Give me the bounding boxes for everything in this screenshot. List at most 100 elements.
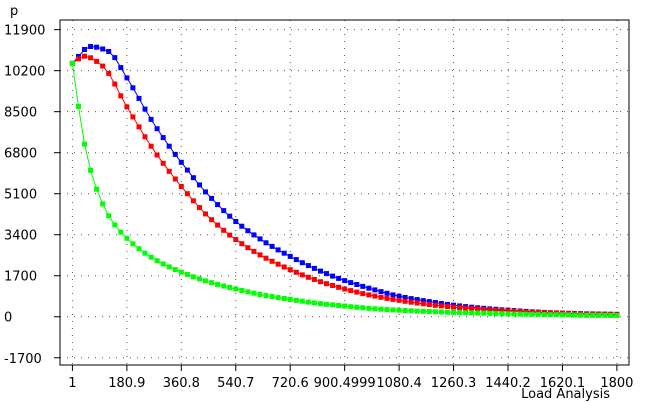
data-point: [354, 289, 360, 295]
data-point: [197, 276, 202, 282]
data-point: [209, 195, 215, 201]
data-point: [287, 253, 293, 259]
data-point: [184, 191, 190, 197]
data-point: [281, 296, 287, 301]
data-point: [203, 211, 208, 217]
data-point: [426, 309, 432, 315]
data-point: [136, 246, 142, 252]
x-tick-label: 1800: [600, 376, 633, 391]
data-point: [432, 300, 438, 305]
data-point: [432, 302, 438, 308]
data-point: [366, 285, 372, 291]
series-2: [69, 53, 620, 318]
data-point: [112, 81, 118, 87]
data-point: [523, 311, 529, 317]
data-point: [396, 307, 402, 313]
data-point: [360, 291, 366, 297]
x-tick-label: 720.6: [272, 376, 309, 391]
y-axis-label: p: [10, 4, 18, 19]
data-point: [402, 295, 408, 300]
data-point: [336, 303, 342, 308]
data-point: [251, 232, 257, 238]
data-point: [257, 252, 263, 258]
data-point: [190, 274, 196, 280]
data-point: [142, 134, 148, 140]
data-point: [130, 114, 136, 120]
data-point: [203, 278, 208, 284]
data-point: [76, 56, 81, 62]
data-point: [124, 104, 130, 110]
data-point: [178, 159, 184, 165]
data-point: [348, 304, 354, 310]
data-point: [481, 307, 487, 312]
data-point: [330, 273, 336, 279]
data-point: [408, 296, 414, 302]
x-tick-label: 360.8: [163, 376, 200, 391]
data-point: [342, 286, 348, 292]
data-point: [166, 143, 172, 149]
y-tick-label: 6800: [4, 147, 37, 162]
data-point: [293, 269, 299, 275]
data-point: [318, 279, 323, 285]
data-point: [82, 53, 87, 59]
data-point: [348, 288, 354, 294]
data-point: [445, 309, 450, 315]
data-point: [227, 213, 233, 219]
data-point: [172, 176, 178, 182]
data-point: [318, 301, 323, 307]
data-point: [342, 303, 348, 309]
x-tick-label: 1620.1: [540, 376, 586, 391]
y-tick-label: -1700: [4, 352, 42, 367]
series-line: [71, 63, 617, 316]
data-point: [614, 313, 620, 318]
data-point: [239, 288, 245, 293]
data-point: [414, 297, 420, 303]
data-point: [318, 268, 323, 274]
data-point: [541, 312, 547, 317]
data-point: [118, 65, 124, 71]
data-point: [148, 254, 154, 260]
data-point: [142, 250, 148, 256]
y-tick-label: 0: [4, 311, 12, 326]
data-point: [311, 265, 317, 271]
data-point: [372, 293, 378, 299]
data-point: [390, 296, 396, 302]
data-point: [245, 228, 251, 234]
x-tick-label: 1080.4: [376, 376, 422, 391]
data-point: [76, 103, 81, 109]
data-point: [396, 293, 402, 299]
data-point: [432, 309, 438, 315]
data-point: [336, 284, 342, 290]
data-point: [366, 305, 372, 311]
data-point: [378, 289, 384, 295]
data-point: [342, 278, 348, 284]
data-point: [106, 49, 112, 54]
data-point: [451, 304, 456, 310]
data-point: [94, 44, 100, 50]
data-point: [366, 292, 372, 298]
data-point: [269, 294, 275, 300]
x-tick-label: 1260.3: [431, 376, 477, 391]
data-point: [596, 312, 602, 318]
x-axis-label: Load Analysis: [521, 387, 610, 402]
data-point: [118, 229, 124, 235]
data-point: [94, 58, 100, 64]
data-point: [475, 306, 481, 312]
y-tick-label: 8500: [4, 106, 37, 121]
data-point: [287, 267, 293, 273]
data-point: [166, 168, 172, 174]
data-point: [215, 281, 221, 287]
x-tick-label: 540.7: [217, 376, 254, 391]
data-point: [299, 298, 305, 304]
series-3: [69, 60, 620, 318]
data-point: [263, 255, 269, 261]
data-point: [106, 70, 112, 76]
data-point: [69, 60, 75, 66]
data-point: [269, 258, 275, 264]
x-tick-label: 900.4999: [314, 376, 376, 391]
data-point: [118, 93, 124, 99]
data-point: [566, 312, 571, 318]
data-point: [172, 151, 178, 157]
y-tick-label: 10200: [4, 65, 45, 80]
data-point: [88, 167, 94, 173]
